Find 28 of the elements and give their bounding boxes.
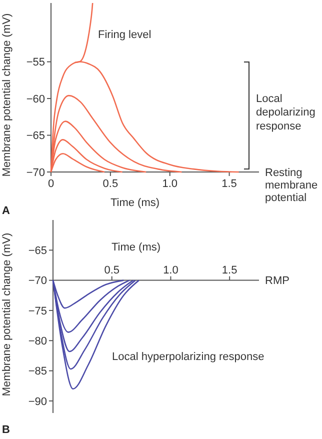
x-tick-label: 0.5 [102,178,118,190]
text: Resting membrane potential [265,166,318,204]
y-tick-label: −60 [26,93,45,106]
y-tick-label: −65 [26,130,45,142]
y-axis-title: Membrane potential change (mV) [1,13,13,177]
annotation: Firing level [98,28,152,41]
y-tick-label: −55 [26,56,45,69]
annotation: Local depolarizing response [256,92,316,132]
y-tick-label: −70 [28,275,47,288]
x-tick-label: 1.0 [162,178,178,190]
y-tick-label: −75 [28,305,47,318]
x-tick-label: 1.5 [222,264,238,276]
text: B [2,424,10,436]
annotation: Local hyperpolarizing response [112,350,264,363]
y-tick-label: −90 [28,396,47,408]
x-tick-label: 0.5 [104,264,120,276]
x-tick-label: 1.5 [222,178,237,190]
x-axis-title: Time (ms) [111,241,161,254]
y-tick-label: −65 [28,245,47,258]
x-axis-title: Time (ms) [110,197,160,209]
text: A [2,205,10,217]
x-tick-label: 1.0 [163,264,178,276]
x-tick-label: 0 [48,178,54,190]
y-tick-label: −80 [28,335,47,348]
text: RMP [265,275,290,288]
y-axis-title: Membrane potential change (mV) [1,232,13,396]
y-tick-label: −85 [28,366,47,378]
y-tick-label: −70 [26,166,45,179]
